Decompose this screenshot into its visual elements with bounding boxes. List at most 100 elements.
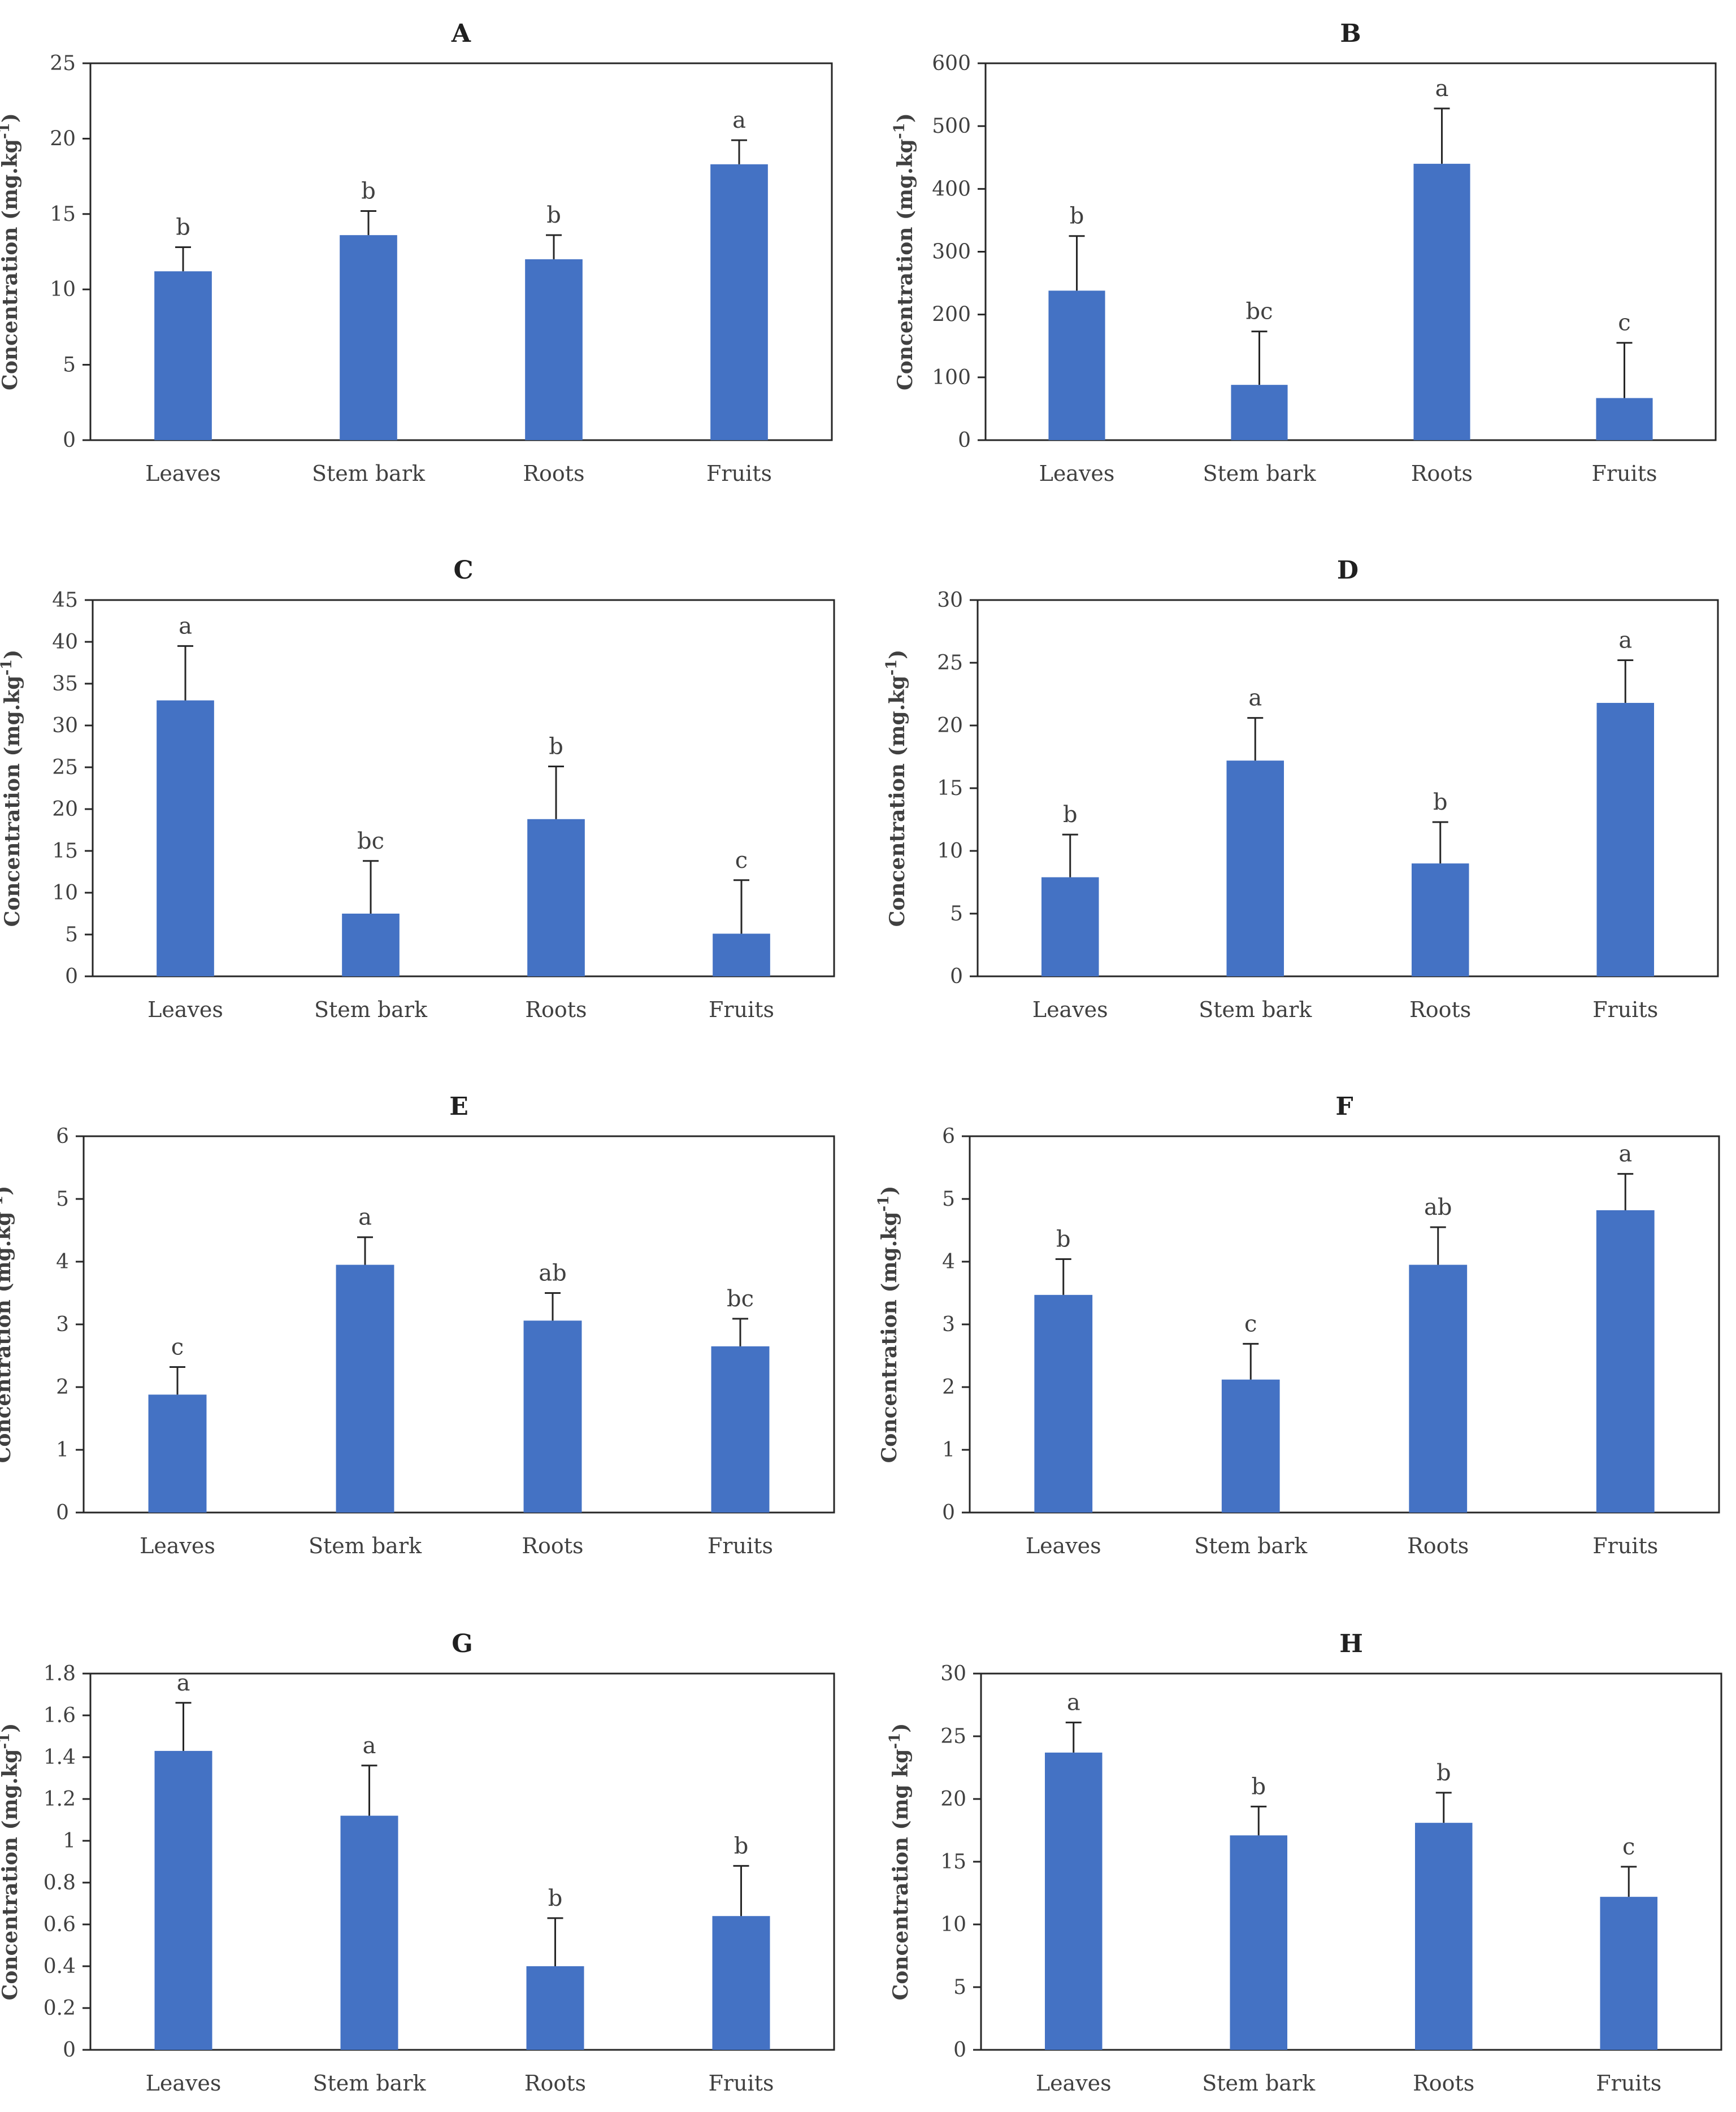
panel-c-category-label: Stem bark [314,997,428,1022]
panel-g-significance-label: b [734,1833,749,1859]
panel-g-ytick-label: 0.4 [44,1955,76,1978]
panel-c-ytick-label: 45 [52,589,78,612]
panel-b-title: B [1340,19,1361,48]
panel-h-ytick-label: 10 [940,1913,966,1936]
panel-a-ytick-label: 25 [50,52,76,75]
panel-f-ytick-label: 5 [942,1188,955,1211]
panel-d-significance-label: b [1433,789,1448,815]
panel-g-ylabel: Concentration (mg.kg-1) [0,1723,22,2001]
panel-d-ytick-label: 10 [937,840,963,863]
panel-e-significance-label: a [358,1205,372,1231]
panel-h-ytick-label: 25 [940,1725,966,1748]
panel-c-significance-label: c [735,848,748,874]
panel-f-ytick-label: 6 [942,1125,955,1148]
panel-f: F 0 1 2 3 4 5 6 Concentration (mg.kg-1) b Leaves c S… [875,1092,1720,1558]
panel-g-significance-label: b [548,1885,563,1911]
panel-f-significance-label: b [1056,1227,1071,1253]
panel-d-ytick-label: 15 [937,777,963,800]
panel-f-category-label: Stem bark [1194,1533,1308,1558]
panel-c-bar-roots [527,819,585,976]
panel-b-ytick-label: 0 [958,429,971,452]
panel-f-bar-leaves [1034,1294,1093,1513]
panel-d-category-label: Roots [1409,997,1471,1022]
panel-g-category-label: Roots [524,2071,586,2096]
panel-g-category-label: Fruits [709,2071,774,2096]
panel-h-title: H [1339,1629,1363,1658]
panel-h-ytick-label: 30 [940,1662,966,1685]
panel-a-bar-stem-bark [340,235,397,440]
panel-c-ytick-label: 5 [65,923,78,946]
panel-f-significance-label: ab [1424,1194,1452,1220]
panel-a-plot-frame [89,62,833,441]
panel-a-significance-label: b [361,178,376,204]
panel-g-ytick-label: 0 [63,2039,76,2062]
panel-g-ytick-label: 1 [63,1829,76,1853]
panel-d-title: D [1337,556,1359,585]
panel-d-ytick-label: 30 [937,589,963,612]
panel-e-bar-leaves [148,1394,207,1513]
panel-f-bar-fruits [1596,1210,1655,1513]
panel-a-ytick-label: 20 [50,127,76,150]
panel-f-significance-label: a [1618,1141,1632,1167]
panel-f-ytick-label: 2 [942,1376,955,1399]
panel-b-ytick-label: 200 [932,303,971,327]
panel-a-bar-leaves [154,271,212,440]
panel-c-ytick-label: 35 [52,672,78,696]
panel-h-category-label: Stem bark [1202,2071,1316,2096]
panel-b-category-label: Leaves [1039,461,1115,486]
panel-b-bar-fruits [1596,398,1653,440]
panel-h-significance-label: a [1067,1690,1080,1716]
panel-g-ytick-label: 1.8 [44,1662,76,1685]
panel-c-ytick-label: 0 [65,965,78,988]
panel-c-ytick-label: 30 [52,714,78,737]
panel-c-ylabel: Concentration (mg.kg-1) [0,650,24,927]
panel-d-ytick-label: 0 [950,965,963,988]
panel-h-significance-label: b [1251,1774,1266,1800]
panel-b-ytick-label: 600 [932,52,971,75]
panel-g-significance-label: a [363,1733,376,1759]
panel-c-category-label: Roots [525,997,587,1022]
panel-f-category-label: Roots [1407,1533,1469,1558]
panel-b-significance-label: c [1618,310,1630,336]
panel-c-ytick-label: 20 [52,798,78,821]
panel-h: H 0 5 10 15 20 25 30 Concentration (mg kg-1) a Lea… [887,1629,1722,2096]
panel-h-category-label: Leaves [1036,2071,1112,2096]
panel-e-category-label: Leaves [140,1533,215,1558]
panel-c-ytick-label: 40 [52,631,78,654]
panel-c-significance-label: bc [357,828,384,854]
panel-b-ylabel: Concentration (mg.kg-1) [891,113,917,390]
panel-b-ytick-label: 300 [932,241,971,264]
panel-a-ytick-label: 0 [63,429,76,452]
panel-h-ylabel: Concentration (mg kg-1) [887,1723,913,2001]
panel-c-title: C [453,556,473,585]
panel-g-bar-leaves [154,1750,212,2050]
panel-h-ytick-label: 15 [940,1850,966,1874]
panel-e-ytick-label: 3 [56,1313,69,1336]
panel-b-category-label: Roots [1411,461,1473,486]
panel-b-bar-leaves [1048,290,1105,440]
panel-g-bar-stem-bark [340,1815,398,2050]
panel-a-title: A [451,19,471,48]
panel-b-bar-stem-bark [1231,385,1288,440]
panel-h-bar-roots [1414,1823,1473,2050]
panel-d-significance-label: a [1618,628,1632,654]
panel-b-ytick-label: 400 [932,177,971,201]
panel-e-ytick-label: 0 [56,1501,69,1524]
panel-d-ytick-label: 25 [937,651,963,675]
panel-b-significance-label: a [1435,76,1449,102]
panel-g: G 0 0.2 0.4 0.6 0.8 1 1.2 1.4 1.6 1.8 Concentration… [0,1629,835,2096]
panel-e-ytick-label: 5 [56,1188,69,1211]
panel-f-ytick-label: 3 [942,1313,955,1336]
panel-c-plot-frame [92,599,835,977]
panel-d-ytick-label: 5 [950,902,963,925]
panel-e-ytick-label: 6 [56,1125,69,1148]
panel-e-category-label: Roots [522,1533,583,1558]
panel-b-category-label: Fruits [1592,461,1657,486]
panel-h-ytick-label: 20 [940,1788,966,1811]
panel-a: A 0 5 10 15 20 25 Concentration (mg.kg-1) b Leave… [0,19,833,486]
panel-a-ytick-label: 5 [63,354,76,377]
panel-e-category-label: Stem bark [309,1533,422,1558]
panel-c-ytick-label: 25 [52,756,78,779]
panel-e: E 0 1 2 3 4 5 6 Concentration (mg.kg-1) c Leaves a S… [0,1092,835,1558]
panel-e-significance-label: bc [727,1286,754,1312]
